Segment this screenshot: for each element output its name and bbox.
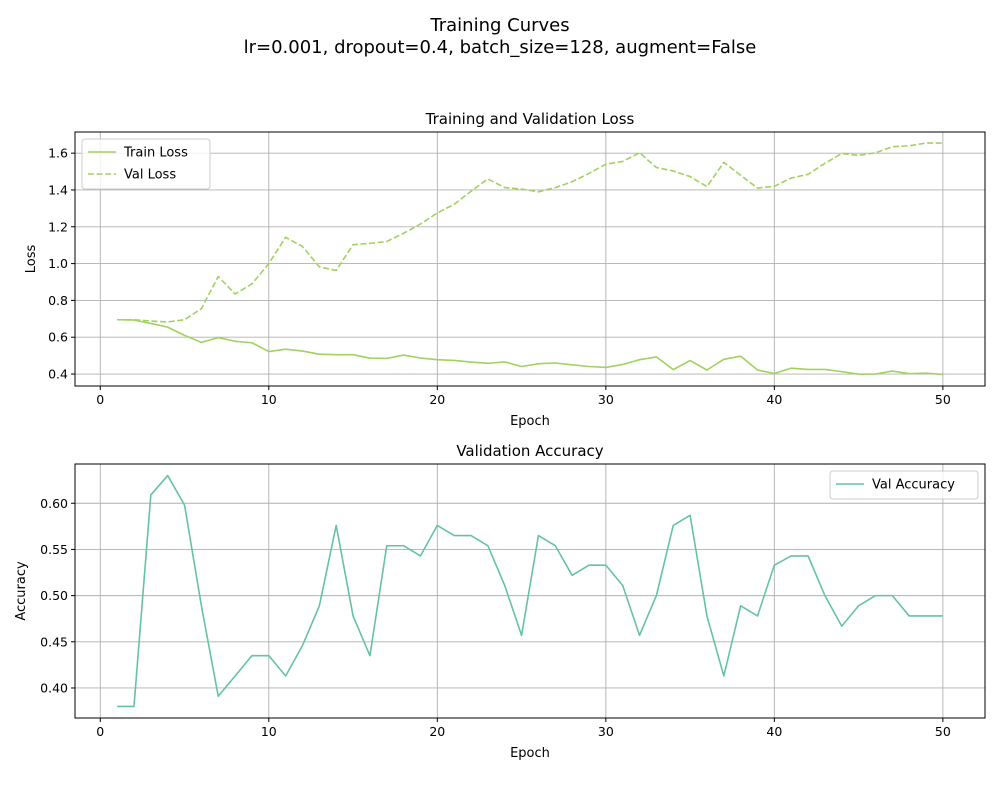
accuracy-x-axis-label: Epoch: [510, 746, 550, 761]
accuracy-y-axis-label: Accuracy: [14, 561, 29, 621]
accuracy-chart-title: Validation Accuracy: [456, 442, 603, 460]
loss-y-tick-label: 1.4: [48, 182, 68, 197]
loss-x-tick-label: 30: [598, 392, 614, 407]
accuracy-series-val-accuracy: [117, 474, 943, 708]
loss-x-tick-label: 10: [261, 392, 277, 407]
loss-x-axis-label: Epoch: [510, 414, 550, 429]
loss-y-tick-label: 0.4: [48, 367, 68, 382]
loss-y-tick-label: 1.0: [48, 256, 68, 271]
loss-series-train-loss: [117, 318, 943, 376]
accuracy-x-tick-label: 40: [766, 724, 782, 739]
loss-legend-label: Train Loss: [123, 146, 188, 161]
loss-x-tick-label: 50: [935, 392, 951, 407]
accuracy-x-tick-label: 50: [935, 724, 951, 739]
accuracy-y-tick-label: 0.40: [40, 680, 68, 695]
loss-chart-title: Training and Validation Loss: [425, 110, 635, 128]
figure-subtitle: lr=0.001, dropout=0.4, batch_size=128, a…: [244, 37, 757, 58]
loss-legend-label: Val Loss: [124, 168, 176, 183]
loss-y-tick-label: 0.6: [48, 330, 68, 345]
loss-legend: Train Loss Val Loss: [81, 138, 211, 190]
loss-chart: 0 10 20 30 40 50 0.4 0.6 0.8 1.0 1.2 1.4 1.6 Training…: [24, 110, 986, 429]
accuracy-x-tick-label: 10: [261, 724, 277, 739]
accuracy-legend-box: [829, 470, 979, 500]
loss-x-tick-label: 20: [429, 392, 445, 407]
accuracy-x-tick-label: 20: [429, 724, 445, 739]
accuracy-x-tick-label: 30: [598, 724, 614, 739]
loss-y-tick-label: 0.8: [48, 293, 68, 308]
loss-x-tick-label: 0: [96, 392, 104, 407]
loss-axes-frame: [74, 131, 986, 387]
accuracy-legend: Val Accuracy: [829, 470, 979, 500]
accuracy-y-tick-label: 0.60: [40, 496, 68, 511]
accuracy-legend-label: Val Accuracy: [872, 478, 955, 493]
accuracy-y-tick-label: 0.50: [40, 588, 68, 603]
accuracy-y-tick-label: 0.45: [40, 634, 68, 649]
loss-x-tick-label: 40: [766, 392, 782, 407]
loss-y-tick-label: 1.2: [48, 219, 68, 234]
accuracy-chart: 0 10 20 30 40 50 0.40 0.45 0.50 0.55 0.60 Validatio…: [14, 442, 986, 761]
figure-title: Training Curves: [429, 15, 569, 36]
accuracy-x-tick-label: 0: [96, 724, 104, 739]
loss-series-val-loss: [117, 142, 943, 323]
loss-y-axis-label: Loss: [24, 245, 39, 274]
accuracy-y-tick-label: 0.55: [40, 542, 68, 557]
accuracy-axes-frame: [74, 463, 986, 719]
loss-y-tick-label: 1.6: [48, 146, 68, 161]
